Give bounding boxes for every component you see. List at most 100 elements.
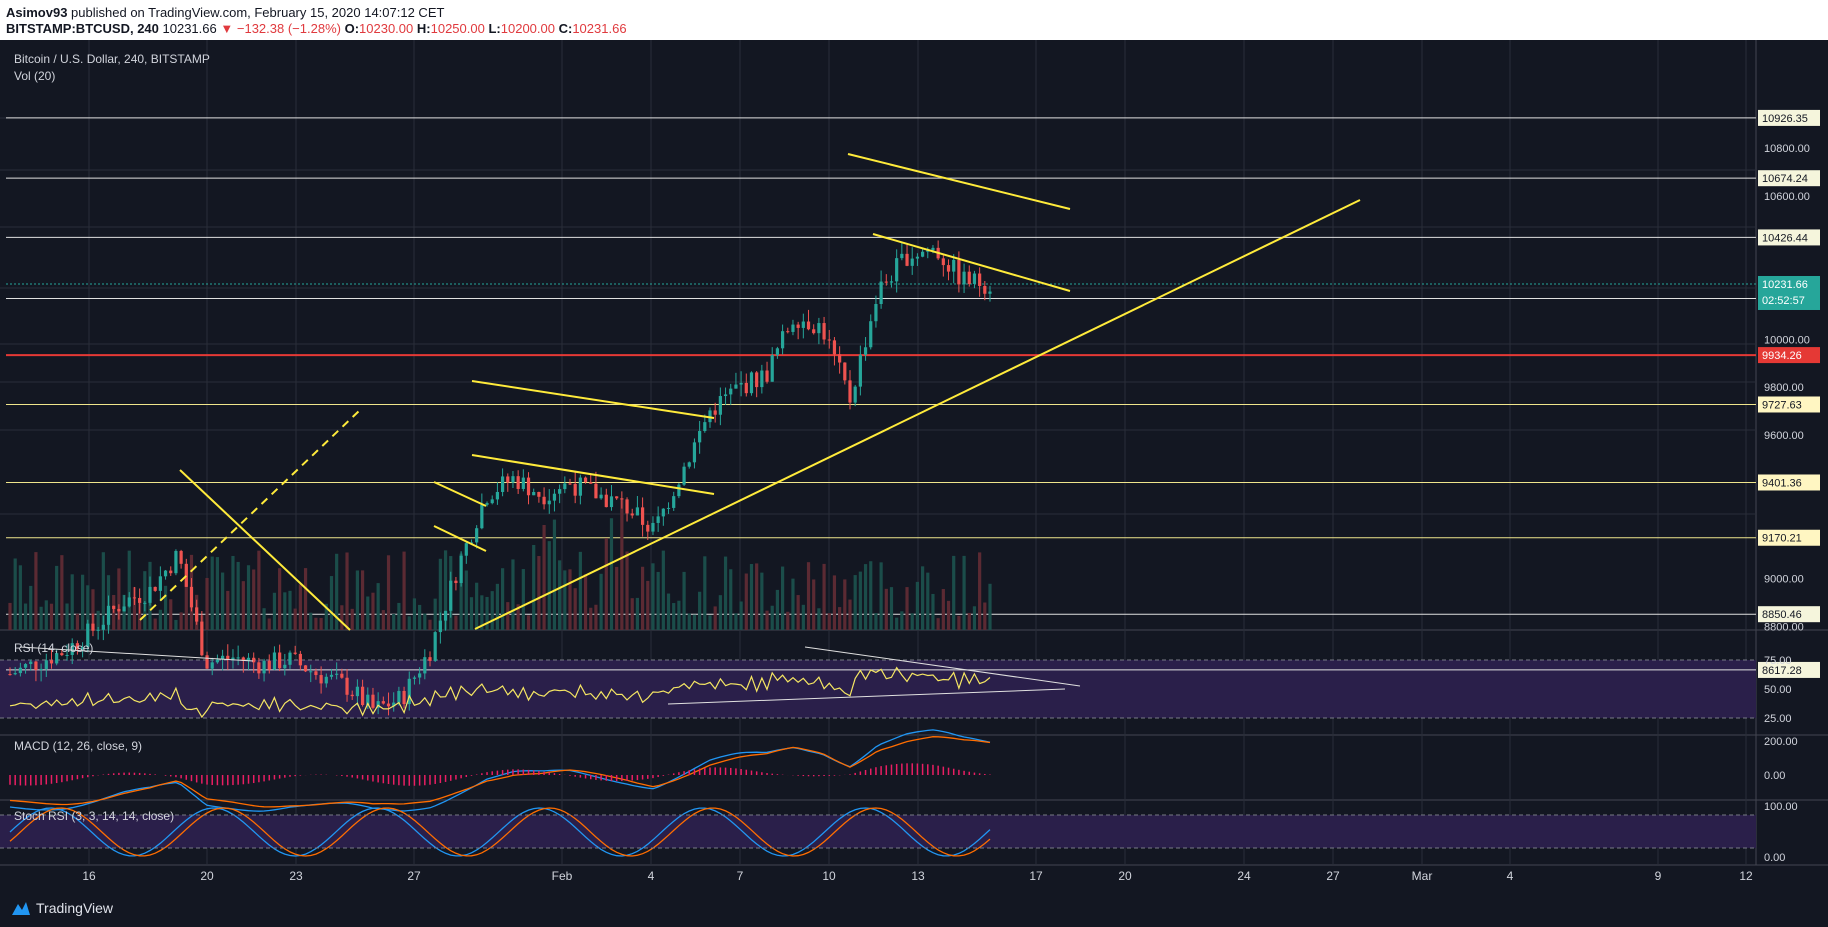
volume-bar [749, 564, 754, 630]
candle-body [801, 321, 805, 328]
volume-bar [573, 588, 577, 630]
open-label: O: [344, 21, 360, 36]
trend-line [139, 409, 361, 621]
volume-bar [635, 597, 640, 630]
volume-bar [827, 613, 831, 630]
candle-body [692, 442, 697, 463]
current-price-label: 10231.66 [1762, 279, 1808, 291]
tradingview-logo[interactable]: TradingView [8, 900, 113, 916]
volume-bar [464, 570, 468, 630]
volume-bar [729, 569, 733, 630]
legends: Bitcoin / U.S. Dollar, 240, BITSTAMP Vol… [14, 52, 210, 823]
author-name[interactable]: Asimov93 [6, 5, 68, 20]
y-tick-label: 9600.00 [1764, 430, 1804, 442]
volume-bar [443, 550, 448, 630]
volume-bar [889, 587, 894, 630]
volume-bar [29, 585, 33, 630]
level-label-box [1758, 474, 1820, 491]
candle-body [812, 329, 816, 334]
volume-bar [661, 550, 665, 630]
level-label: 10426.44 [1762, 232, 1808, 244]
candle-body [480, 504, 484, 529]
volume-bar [288, 590, 292, 630]
volume-bar [329, 576, 334, 630]
candle-body [236, 657, 240, 659]
candle-body [220, 655, 225, 660]
candle-body [366, 694, 370, 705]
volume-bar [589, 607, 593, 630]
volume-bar [127, 550, 131, 630]
candle-body [863, 347, 868, 355]
candle-body [392, 702, 396, 707]
candle-body [8, 674, 12, 676]
volume-bar [739, 601, 743, 630]
candle-body [65, 654, 69, 656]
volume-bar [132, 587, 137, 630]
volume-bar [812, 579, 816, 630]
volume-bar [755, 563, 759, 630]
candle-body [350, 694, 354, 697]
volume-bar [153, 618, 157, 630]
candle-body [459, 555, 463, 584]
candle-body [666, 507, 671, 509]
rsi-trend-line [804, 646, 1081, 687]
stoch-k-series [9, 807, 991, 857]
volume-bar [946, 600, 951, 630]
volume-bar [672, 603, 676, 630]
volume-bar [257, 550, 261, 630]
volume-bar [703, 556, 707, 630]
candle-body [780, 331, 785, 349]
candle-body [210, 662, 214, 669]
candle-body [729, 388, 733, 395]
level-label-box [1758, 396, 1820, 413]
candle-body [848, 380, 852, 403]
candle-body [407, 678, 411, 705]
volume-bar [770, 605, 774, 630]
candle-body [931, 247, 935, 251]
candle-body [744, 382, 748, 394]
candle-body [13, 673, 17, 675]
stoch-tick-label: 100.00 [1764, 801, 1798, 813]
volume-bar [666, 593, 671, 630]
y-tick-label: 9000.00 [1764, 573, 1804, 585]
rsi-trend-line [19, 646, 254, 662]
volume-bar [350, 608, 354, 630]
candle-body [283, 664, 287, 669]
volume-bar [241, 581, 245, 630]
volume-bar [801, 604, 805, 630]
candle-body [765, 370, 769, 382]
publish-header: Asimov93 published on TradingView.com, F… [0, 0, 1828, 40]
level-label: 9401.36 [1762, 477, 1802, 489]
volume-bar [692, 614, 697, 630]
candle-body [594, 483, 598, 499]
volume-bar [858, 571, 862, 630]
high-label: H: [416, 21, 431, 36]
candle-body [303, 665, 308, 672]
candle-body [231, 657, 235, 660]
candle-body [106, 605, 111, 625]
x-tick-label: 9 [1655, 869, 1662, 883]
candle-body [817, 323, 821, 334]
candle-body [532, 492, 536, 496]
candle-body [443, 610, 448, 621]
macd-tick-label: 0.00 [1764, 770, 1785, 782]
candle-body [179, 550, 183, 564]
trend-drawings [19, 153, 1361, 705]
volume-bar [506, 602, 510, 630]
candle-body [96, 629, 100, 631]
volume-bar [267, 618, 271, 630]
candle-body [604, 494, 608, 508]
volume-bar [547, 541, 551, 630]
chart-title: Bitcoin / U.S. Dollar, 240, BITSTAMP [14, 52, 210, 66]
volume-bar [884, 588, 888, 630]
x-tick-label: Feb [552, 869, 573, 883]
candle-body [60, 653, 64, 656]
x-tick-label: 16 [82, 869, 96, 883]
rsi-tick-label: 50.00 [1764, 684, 1792, 696]
down-arrow-icon: ▼ [220, 21, 234, 36]
candle-body [438, 620, 442, 633]
candle-body [988, 291, 992, 294]
candle-body [49, 660, 54, 664]
volume-bar [972, 606, 977, 630]
